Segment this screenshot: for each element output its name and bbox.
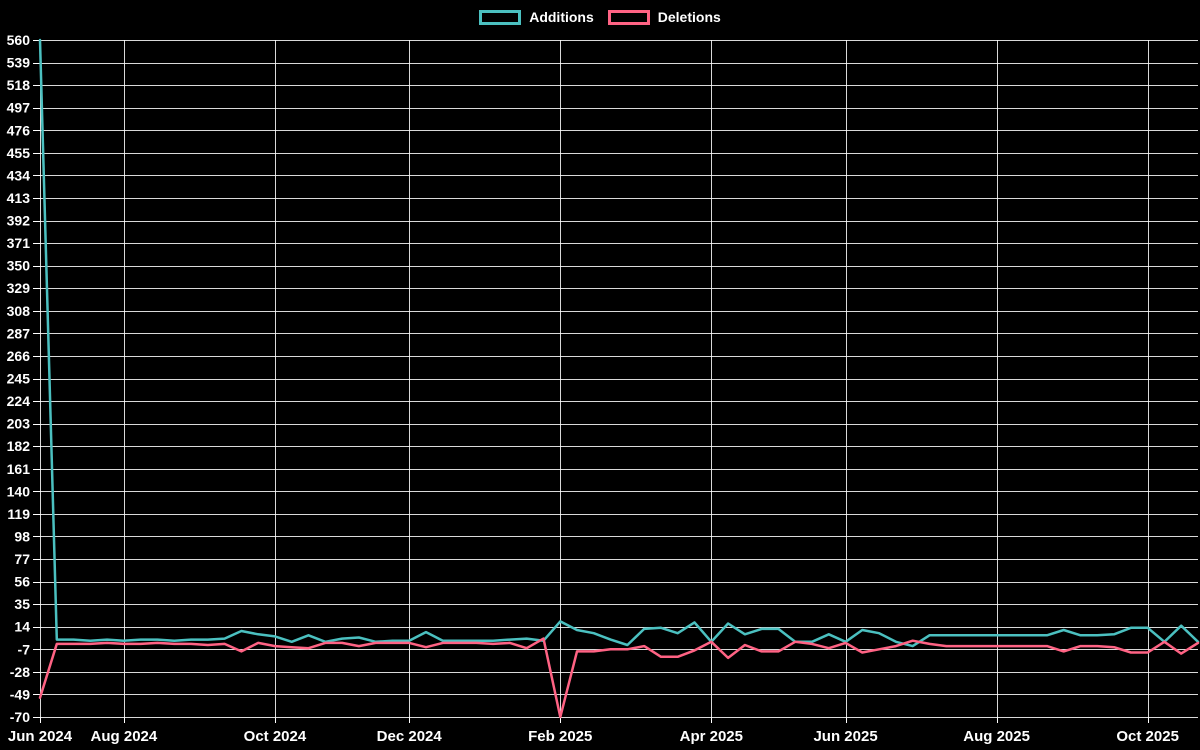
y-tick-label: 140	[7, 483, 31, 499]
y-tick-label: 224	[7, 393, 31, 409]
legend-item-deletions[interactable]: Deletions	[607, 9, 721, 25]
y-tick-label: 308	[7, 303, 31, 319]
legend-label: Deletions	[657, 9, 721, 25]
y-tick-label: -70	[10, 709, 30, 725]
y-tick-label: 56	[14, 574, 30, 590]
x-tick-label: Jun 2024	[8, 728, 73, 745]
axis-ticks	[33, 40, 1149, 723]
y-tick-label: 266	[7, 348, 31, 364]
x-tick-label: Apr 2025	[680, 728, 743, 745]
y-tick-label: 14	[14, 619, 30, 635]
y-tick-label: 392	[7, 213, 31, 229]
y-tick-label: 119	[7, 506, 30, 522]
x-tick-label: Feb 2025	[528, 728, 592, 745]
y-tick-label: 560	[7, 32, 31, 48]
gridlines	[40, 40, 1198, 718]
y-tick-label: 455	[7, 145, 31, 161]
y-tick-label: 161	[7, 461, 31, 477]
additions-line	[38, 38, 1200, 648]
y-tick-label: 350	[7, 258, 31, 274]
x-tick-label: Aug 2025	[963, 728, 1030, 745]
x-tick-label: Aug 2024	[91, 728, 158, 745]
legend-label: Additions	[529, 9, 594, 25]
y-tick-label: 77	[14, 551, 30, 567]
y-tick-label: -7	[18, 641, 31, 657]
axis-labels: 560 539 518 497 476 455 434 413 392 371 350 329 308 2…	[7, 32, 1179, 745]
y-tick-label: -49	[10, 686, 30, 702]
y-tick-label: 182	[7, 438, 31, 454]
y-tick-label: 434	[7, 167, 31, 183]
legend-swatch-additions	[479, 9, 522, 25]
y-tick-label: 476	[7, 122, 31, 138]
y-tick-label: 287	[7, 325, 31, 341]
x-tick-label: Oct 2024	[244, 728, 307, 745]
legend-swatch-deletions	[607, 9, 650, 25]
y-tick-label: 35	[14, 596, 30, 612]
x-tick-label: Dec 2024	[377, 728, 443, 745]
y-tick-label: 203	[7, 416, 31, 432]
y-tick-label: 245	[7, 371, 31, 387]
y-tick-label: 371	[7, 235, 31, 251]
y-tick-label: 539	[7, 55, 31, 71]
y-tick-label: 413	[7, 190, 31, 206]
y-tick-label: 329	[7, 280, 31, 296]
chart-legend: Additions Deletions	[0, 0, 1200, 34]
legend-item-additions[interactable]: Additions	[479, 9, 594, 25]
y-tick-label: 98	[14, 528, 30, 544]
x-tick-label: Jun 2025	[813, 728, 877, 745]
y-tick-label: 518	[7, 77, 31, 93]
x-tick-label: Oct 2025	[1116, 728, 1179, 745]
y-tick-label: 497	[7, 100, 31, 116]
y-tick-label: -28	[10, 664, 30, 680]
deletions-line	[38, 637, 1200, 719]
